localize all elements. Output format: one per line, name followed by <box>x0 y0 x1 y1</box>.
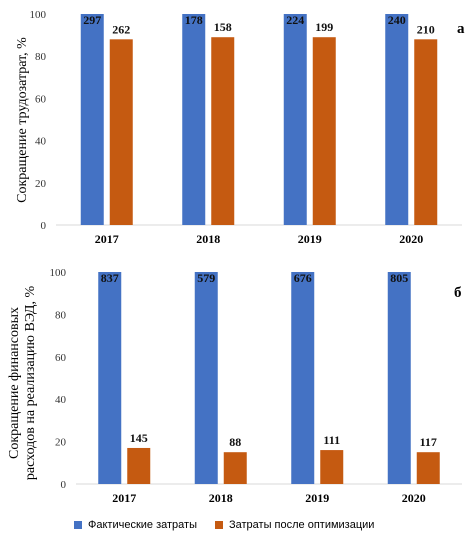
panel-1-y-axis-title-line: Сокращение трудозатрат, % <box>15 37 30 203</box>
panel-2-x-tick-label: 2018 <box>209 491 233 505</box>
panel-2-x-tick-label: 2020 <box>402 491 426 505</box>
panel-2-y-axis-title: Сокращение финансовых расходов на реализа… <box>7 286 38 481</box>
panel-2-y-tick-label: 20 <box>55 437 67 449</box>
panel-1-x-tick-label: 2019 <box>298 232 322 246</box>
panel-1-data-label: 178 <box>185 13 203 27</box>
panel-2-data-label: 676 <box>294 271 312 285</box>
panel-2-bar-series1 <box>387 272 411 484</box>
panel-2-y-axis-title-line: Сокращение финансовых <box>7 307 22 459</box>
legend-swatch-actual <box>74 521 82 529</box>
panel-2-y-axis-title-line: расходов на реализацию ВЭД, % <box>23 286 38 481</box>
panel-1-data-label: 158 <box>214 20 232 34</box>
panel-2-y-tick-label: 40 <box>55 394 67 406</box>
panel-1-data-label: 210 <box>417 22 435 36</box>
panel-2-y-tick-label: 0 <box>61 479 67 491</box>
legend-item-actual: Фактические затраты <box>74 519 197 531</box>
panel-1-y-tick-label: 40 <box>35 136 47 148</box>
panel-2-y-tick-label: 80 <box>55 309 67 321</box>
panel-1-y-tick-label: 80 <box>35 51 47 63</box>
panel-1-data-label: 199 <box>315 20 333 34</box>
panel-2-y-tick-label: 60 <box>55 352 67 364</box>
panel-1-data-label: 240 <box>388 13 406 27</box>
legend-item-optimized: Затраты после оптимизации <box>214 519 375 531</box>
legend-label-actual: Фактические затраты <box>88 519 197 531</box>
panel-2-data-label: 579 <box>197 271 215 285</box>
panel-1-bar-series1 <box>182 14 206 225</box>
panel-1-bar-series2 <box>109 39 133 225</box>
panel-2-letter: б <box>454 285 462 301</box>
panel-2-bar-series2 <box>127 447 151 484</box>
panel-2-data-label: 837 <box>101 271 119 285</box>
panel-2-x-tick-label: 2017 <box>112 491 136 505</box>
legend-swatch-optimized <box>214 521 223 529</box>
panel-1-y-axis-title: Сокращение трудозатрат, % <box>15 37 30 203</box>
panel-1-data-label: 224 <box>286 13 304 27</box>
panel-2-data-label: 145 <box>130 431 148 445</box>
panel-1-x-tick-label: 2018 <box>196 232 220 246</box>
chart-legend: Фактические затраты Затраты после оптими… <box>74 519 392 531</box>
panel-2-bar-series2 <box>223 452 247 484</box>
panel-2-data-label: 111 <box>323 433 340 447</box>
panel-1-data-label: 262 <box>112 22 130 36</box>
panel-2-data-label: 117 <box>420 435 437 449</box>
panel-2-data-label: 805 <box>390 271 408 285</box>
panel-1-bar-series2 <box>312 37 336 226</box>
panel-1-y-tick-label: 20 <box>35 178 47 190</box>
panel-1-data-label: 297 <box>83 13 101 27</box>
panel-1-y-tick-label: 100 <box>30 9 47 21</box>
panel-1-bar-series1 <box>80 14 104 225</box>
panel-1-letter: а <box>457 21 465 37</box>
panel-1-bar-series2 <box>414 39 438 225</box>
panel-1-x-tick-label: 2020 <box>399 232 423 246</box>
panel-1-y-tick-label: 0 <box>41 220 47 232</box>
panel-1-bar-series1 <box>283 14 307 225</box>
panel-2-bar-series1 <box>291 272 315 484</box>
panel-1-bar-series2 <box>211 37 235 226</box>
panel-1-bar-series1 <box>385 14 409 225</box>
panel-2-y-tick-label: 100 <box>50 267 67 279</box>
panel-2-data-label: 88 <box>229 435 241 449</box>
panel-2-bar-series1 <box>194 272 218 484</box>
panel-2-bar-series1 <box>98 272 122 484</box>
panel-1-y-tick-label: 60 <box>35 93 47 105</box>
panel-2-bar-series2 <box>320 450 344 484</box>
panel-2-bar-series2 <box>416 452 440 484</box>
panel-2-x-tick-label: 2019 <box>305 491 329 505</box>
legend-label-optimized: Затраты после оптимизации <box>228 519 375 531</box>
panel-1-x-tick-label: 2017 <box>95 232 119 246</box>
